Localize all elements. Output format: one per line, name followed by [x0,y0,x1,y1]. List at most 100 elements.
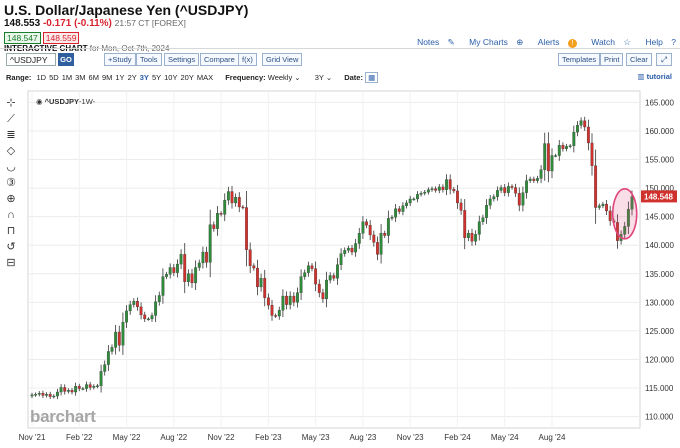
range-option[interactable]: 10Y [164,73,178,82]
candle [41,393,45,396]
candle [256,267,259,288]
candle [372,234,376,243]
symbol-input[interactable]: ^USDJPY [6,53,56,66]
candle [52,395,56,398]
clear-button[interactable]: Clear [626,53,652,66]
candle [445,179,448,190]
candle [325,279,328,300]
chart-legend: ◉ ^USDJPY-1W- [36,97,95,106]
candle [350,247,354,253]
candle [401,205,405,212]
trendline-icon[interactable]: ⟋ [7,113,15,125]
candle [379,233,383,255]
candle [314,268,318,285]
alert-badge-icon: ! [567,39,577,48]
candle [63,387,67,392]
candle [452,189,456,192]
candle [423,191,427,194]
range-option[interactable]: 20Y [180,73,194,82]
question-icon: ? [671,37,676,47]
eye-icon[interactable]: ◉ [36,97,43,106]
trash-icon[interactable]: ⊟ [6,257,16,269]
price-change: -0.171 (-0.11%) [42,18,112,29]
candle [408,198,412,204]
candle [565,146,568,149]
candle [456,190,459,204]
compare-button[interactable]: Compare [200,53,239,66]
curve-icon[interactable]: ◡ [6,161,16,173]
shape-icon[interactable]: ◇ [6,145,16,157]
watch-link[interactable]: Watch ☆ [585,37,631,47]
fx-button[interactable]: f(x) [238,53,257,66]
legend-frequency: -1W- [79,97,96,106]
range-option[interactable]: MAX [196,73,214,82]
x-tick-label: Nov '23 [397,433,424,442]
candle [146,318,150,321]
y-tick-label: 155.000 [645,156,674,165]
candle [546,143,550,172]
candle [288,295,292,305]
undo-icon[interactable]: ↺ [6,241,16,253]
range-option[interactable]: 1M [61,73,73,82]
candle [117,331,121,346]
help-link[interactable]: Help ? [639,37,676,47]
candle [332,275,336,279]
candle [485,205,488,218]
divider [0,48,680,49]
range-label: Range: [6,73,32,82]
candle [237,197,241,208]
mycharts-link[interactable]: My Charts ⊕ [463,37,523,47]
candle [103,364,107,372]
fullscreen-icon[interactable]: ⤢ [656,53,672,66]
candle [437,186,441,191]
candle [594,165,598,208]
candle [554,155,558,157]
lock-icon[interactable]: ⊓ [6,225,16,237]
alerts-link[interactable]: Alerts ! [532,37,577,48]
fibonacci-icon[interactable]: ≣ [6,129,16,141]
candle [539,169,543,179]
range-option[interactable]: 1Y [115,73,125,82]
notes-link[interactable]: Notes ✎ [411,37,455,47]
print-button[interactable]: Print [600,53,624,66]
candle [470,233,474,242]
calendar-icon[interactable]: ▦ [365,72,379,83]
range-option[interactable]: 3M [75,73,86,82]
range-option[interactable]: 9M [101,73,113,82]
counter-icon[interactable]: ③ [6,177,16,189]
candle [88,384,92,388]
frequency-select[interactable]: Weekly ⌄ [268,73,301,82]
candle [216,213,219,229]
candle [321,292,325,300]
candle [561,145,565,149]
range-option[interactable]: 2Y [127,73,137,82]
candle [128,304,132,312]
range-option[interactable]: 5D [49,73,59,82]
candle [466,233,470,238]
candle [619,234,623,241]
candle [96,385,99,387]
plot-frame [27,90,641,429]
candle [517,193,521,206]
text-icon[interactable]: ⊕ [6,193,16,205]
tutorial-link[interactable]: ▥ tutorial [637,72,672,81]
tools-button[interactable]: Tools [136,53,162,66]
frequency-label: Frequency: [225,73,266,82]
range-option[interactable]: 3Y [139,73,149,82]
period-select[interactable]: 3Y ⌄ [315,73,332,82]
add-study-button[interactable]: +Study [104,53,136,66]
go-button[interactable]: GO [58,53,74,66]
cursor-icon[interactable]: ⊹ [6,97,16,109]
candle [477,221,481,235]
range-option[interactable]: 5Y [151,73,162,82]
candle [626,209,630,227]
settings-button[interactable]: Settings [164,53,200,66]
candle [230,191,234,204]
range-option[interactable]: 1D [36,73,47,82]
range-option[interactable]: 6M [88,73,99,82]
candle [383,233,387,236]
grid-view-button[interactable]: Grid View [262,53,303,66]
templates-button[interactable]: Templates [558,53,601,66]
magnet-icon[interactable]: ∩ [7,209,15,221]
